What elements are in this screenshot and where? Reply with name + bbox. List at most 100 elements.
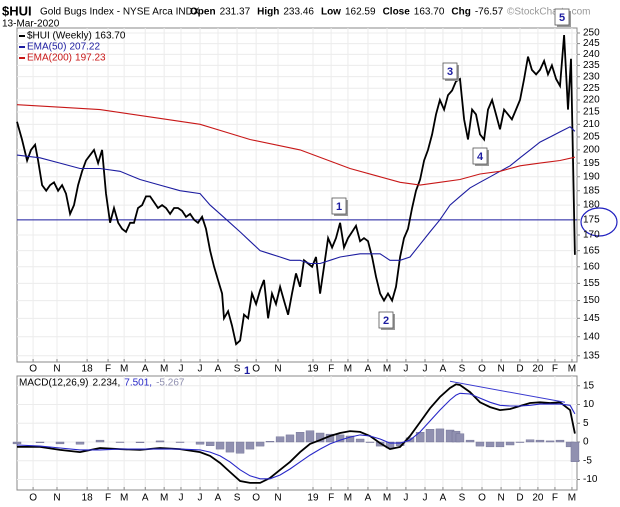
- histogram-bar: [225, 441, 235, 453]
- quote-value: 231.37: [220, 7, 251, 18]
- watermark: ©StockCharts.com: [507, 7, 591, 18]
- legend-label: EMA(200): [27, 53, 72, 64]
- y-tick-label: 140: [583, 331, 600, 342]
- histogram-bar: [235, 441, 245, 454]
- x-tick-label: N: [497, 493, 504, 504]
- y-tick-label: 155: [583, 278, 600, 289]
- histogram-bar: [205, 441, 215, 446]
- histogram-bar: [465, 439, 475, 443]
- y-tick-label: 175: [583, 214, 600, 225]
- y-tick-label: 160: [583, 261, 600, 272]
- quote-value: 162.59: [345, 7, 376, 18]
- legend-value: 7.501,: [124, 378, 152, 389]
- x-tick-label: A: [215, 493, 222, 504]
- quote: Open 231.37 High 233.46 Low 162.59 Close 163.70…: [190, 7, 538, 18]
- histogram-bar: [365, 441, 375, 443]
- legend-value: 2.234,: [92, 378, 120, 389]
- x-tick-label: M: [160, 493, 168, 504]
- quote-value: 163.70: [414, 7, 445, 18]
- legend-value: 197.23: [75, 53, 106, 64]
- x-tick-label: 19: [307, 364, 319, 375]
- histogram-bar: [385, 441, 395, 449]
- y-tick-label: 200: [583, 145, 600, 156]
- x-tick-label: J: [403, 493, 408, 504]
- x-tick-label: S: [459, 364, 466, 375]
- histogram-bar: [275, 436, 285, 443]
- x-tick-label: M: [344, 493, 352, 504]
- price-panel: [16, 27, 578, 363]
- x-tick-label: O: [252, 364, 260, 375]
- x-tick-label: M: [383, 364, 391, 375]
- x-tick-label: A: [440, 364, 447, 375]
- y-tick-label: 240: [583, 49, 600, 60]
- y-tick-label: 185: [583, 185, 600, 196]
- y-tick-label: 225: [583, 83, 600, 94]
- x-tick-label: N: [53, 493, 60, 504]
- histogram-bar: [355, 438, 365, 443]
- x-tick-label: A: [440, 493, 447, 504]
- quote-label: Open: [190, 7, 216, 18]
- histogram-bar: [75, 441, 85, 445]
- histogram-bar: [305, 430, 315, 443]
- series-line: [16, 35, 576, 346]
- histogram-bar: [505, 441, 515, 446]
- symbol: $HUI: [2, 3, 32, 18]
- x-tick-label: N: [274, 493, 281, 504]
- x-tick-label: O: [478, 364, 486, 375]
- legend-value: 163.70: [95, 31, 126, 42]
- x-tick-label: M: [383, 493, 391, 504]
- y-tick-label: 220: [583, 95, 600, 106]
- histogram-bar: [155, 440, 165, 443]
- x-tick-label: F: [552, 493, 558, 504]
- annotation-box: [442, 62, 458, 80]
- legend-label: EMA(50): [27, 42, 66, 53]
- x-tick-label: N: [497, 364, 504, 375]
- x-tick-label: A: [365, 364, 372, 375]
- annotation: 2: [383, 315, 389, 327]
- series-line: [16, 126, 576, 265]
- y-tick-label: 210: [583, 119, 600, 130]
- y-tick-label: 190: [583, 171, 600, 182]
- x-tick-label: 18: [82, 493, 94, 504]
- x-tick-label: M: [344, 364, 352, 375]
- legend-label: $HUI (Weekly): [27, 31, 92, 42]
- y-tick-label: 180: [583, 200, 600, 211]
- x-tick-label: J: [422, 364, 427, 375]
- annotation: 5: [559, 12, 565, 24]
- annotation: 3: [447, 66, 453, 78]
- x-tick-label: 18: [82, 364, 94, 375]
- histogram-bar: [535, 439, 545, 443]
- x-tick-label: M: [120, 364, 128, 375]
- x-tick-label: S: [234, 364, 241, 375]
- x-tick-label: M: [160, 364, 168, 375]
- x-tick-label: O: [29, 364, 37, 375]
- x-tick-label: A: [215, 364, 222, 375]
- histogram-bar: [245, 441, 255, 450]
- y-tick-label: 165: [583, 245, 600, 256]
- x-tick-label: A: [142, 493, 149, 504]
- x-tick-label: M: [120, 493, 128, 504]
- x-tick-label: A: [365, 493, 372, 504]
- x-tick-label: D: [516, 493, 523, 504]
- annotation-box: [331, 197, 347, 215]
- histogram-bar: [135, 441, 145, 443]
- x-tick-label: N: [53, 364, 60, 375]
- histogram-bar: [265, 441, 275, 443]
- annotation-box: [554, 8, 570, 26]
- legend-value: -5.267: [156, 378, 185, 389]
- x-tick-label: 19: [307, 493, 319, 504]
- x-tick-label: J: [198, 493, 203, 504]
- x-tick-label: N: [274, 364, 281, 375]
- x-tick-label: A: [142, 364, 149, 375]
- x-tick-label: D: [516, 364, 523, 375]
- x-tick-label: F: [328, 364, 334, 375]
- x-tick-label: M: [568, 364, 576, 375]
- x-tick-label: F: [105, 364, 111, 375]
- y-tick-label: 235: [583, 60, 600, 71]
- y-tick-label: 195: [583, 158, 600, 169]
- histogram-bar: [545, 440, 555, 443]
- x-tick-label: F: [105, 493, 111, 504]
- annotation: 1: [244, 365, 250, 377]
- histogram-bar: [215, 441, 225, 450]
